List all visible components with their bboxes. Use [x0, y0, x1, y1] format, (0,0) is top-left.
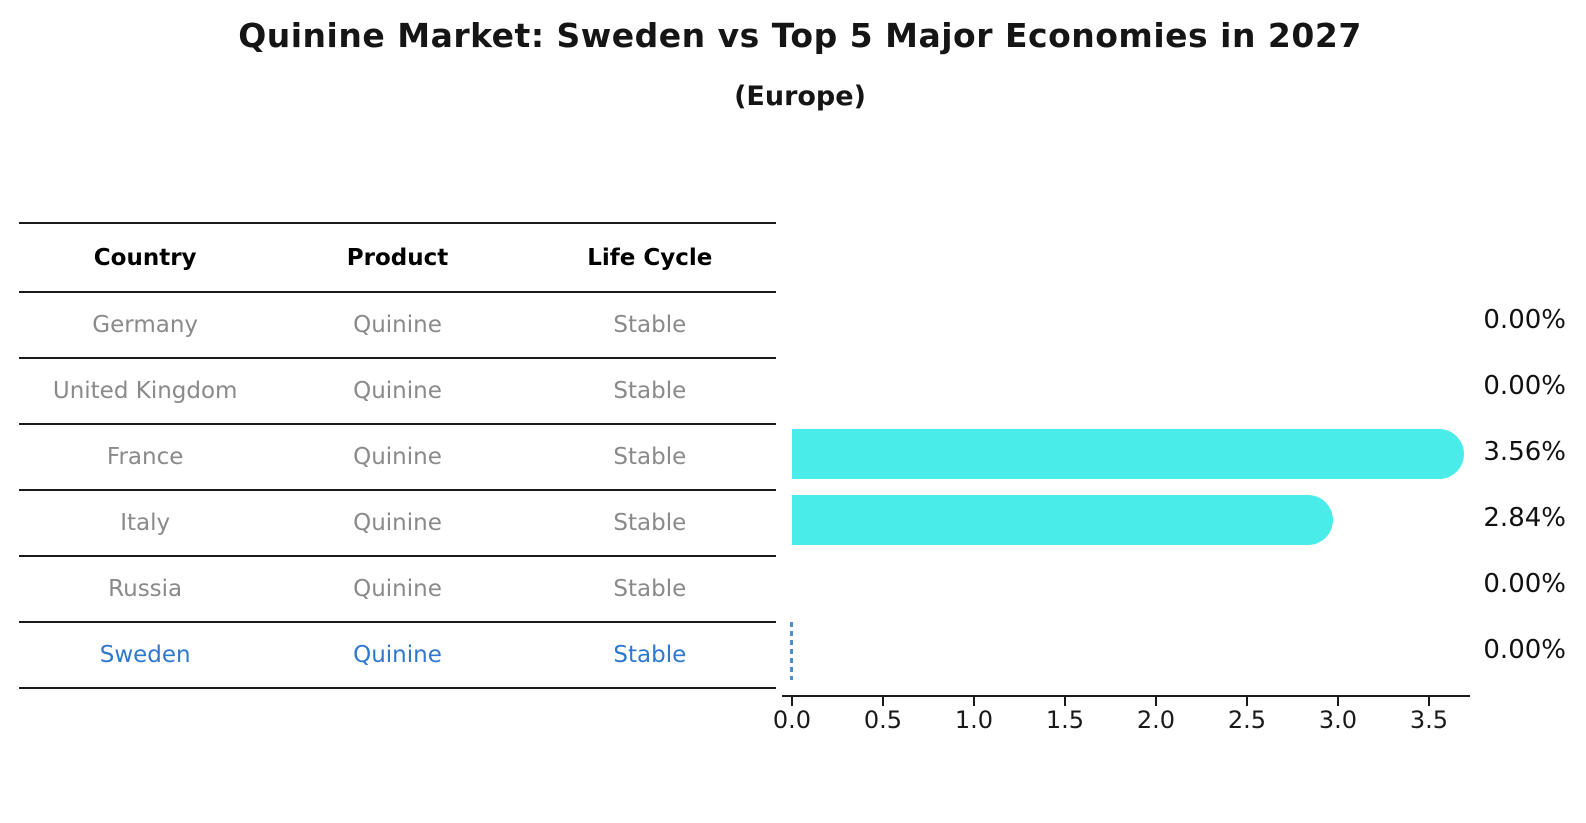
x-axis-tick — [1155, 697, 1157, 706]
x-axis-line — [782, 695, 1470, 697]
table-cell-product: Quinine — [353, 642, 442, 668]
table-cell-product: Quinine — [353, 312, 442, 338]
table-cell-country: France — [106, 444, 184, 470]
column-header-product: Product — [346, 244, 449, 271]
bar-value-label: 0.00% — [1483, 371, 1566, 401]
table-row: Germany Quinine Stable — [19, 293, 776, 359]
bar-value-label: 0.00% — [1483, 569, 1566, 599]
x-axis-tick-label: 3.0 — [1318, 706, 1358, 734]
bar-value-label: 3.56% — [1483, 437, 1566, 467]
table-cell-lifecycle: Stable — [613, 378, 687, 404]
table-header-row: Country Product Life Cycle — [19, 222, 776, 293]
table-cell-lifecycle: Stable — [613, 510, 687, 536]
table-cell-lifecycle: Stable — [613, 444, 687, 470]
table-cell-product: Quinine — [353, 576, 442, 602]
table-row: Russia Quinine Stable — [19, 557, 776, 623]
x-axis-tick — [1246, 697, 1248, 706]
bar-value-label: 2.84% — [1483, 503, 1566, 533]
chart-title: Quinine Market: Sweden vs Top 5 Major Ec… — [238, 16, 1362, 55]
x-axis-tick-label: 0.0 — [772, 706, 812, 734]
table-cell-country: United Kingdom — [52, 378, 238, 404]
x-axis-tick-label: 1.0 — [954, 706, 994, 734]
x-axis-tick — [1064, 697, 1066, 706]
table-cell-product: Quinine — [353, 510, 442, 536]
x-axis-tick — [882, 697, 884, 706]
table-cell-lifecycle: Stable — [613, 312, 687, 338]
table-row: Italy Quinine Stable — [19, 491, 776, 557]
table-cell-product: Quinine — [353, 378, 442, 404]
x-axis-tick-label: 2.5 — [1227, 706, 1267, 734]
table-row: Sweden Quinine Stable — [19, 623, 776, 689]
table-body: Germany Quinine Stable United Kingdom Quinin… — [19, 293, 776, 689]
table-cell-country: Sweden — [99, 642, 191, 668]
x-axis-tick-label: 1.5 — [1045, 706, 1085, 734]
table-cell-country: Russia — [108, 576, 183, 602]
x-axis-tick — [1337, 697, 1339, 706]
table-cell-country: Italy — [120, 510, 171, 536]
x-axis-tick — [791, 697, 793, 706]
country-table: Country Product Life Cycle Germany Quinin… — [19, 222, 776, 689]
table-cell-lifecycle: Stable — [613, 576, 687, 602]
table-cell-product: Quinine — [353, 444, 442, 470]
x-axis-tick — [1428, 697, 1430, 706]
table-row: France Quinine Stable — [19, 425, 776, 491]
chart-subtitle: (Europe) — [734, 81, 866, 112]
table-cell-country: Germany — [92, 312, 199, 338]
highlight-zero-marker — [790, 622, 793, 680]
bar-value-label: 0.00% — [1483, 635, 1566, 665]
table-cell-lifecycle: Stable — [613, 642, 687, 668]
x-axis-tick-label: 0.5 — [863, 706, 903, 734]
x-axis-tick — [973, 697, 975, 706]
column-header-country: Country — [93, 244, 197, 271]
x-axis-tick-label: 2.0 — [1136, 706, 1176, 734]
table-row: United Kingdom Quinine Stable — [19, 359, 776, 425]
column-header-lifecycle: Life Cycle — [587, 244, 713, 271]
bar-value-label: 0.00% — [1483, 305, 1566, 335]
bar — [792, 495, 1333, 545]
bar — [792, 429, 1464, 479]
x-axis-tick-label: 3.5 — [1409, 706, 1449, 734]
